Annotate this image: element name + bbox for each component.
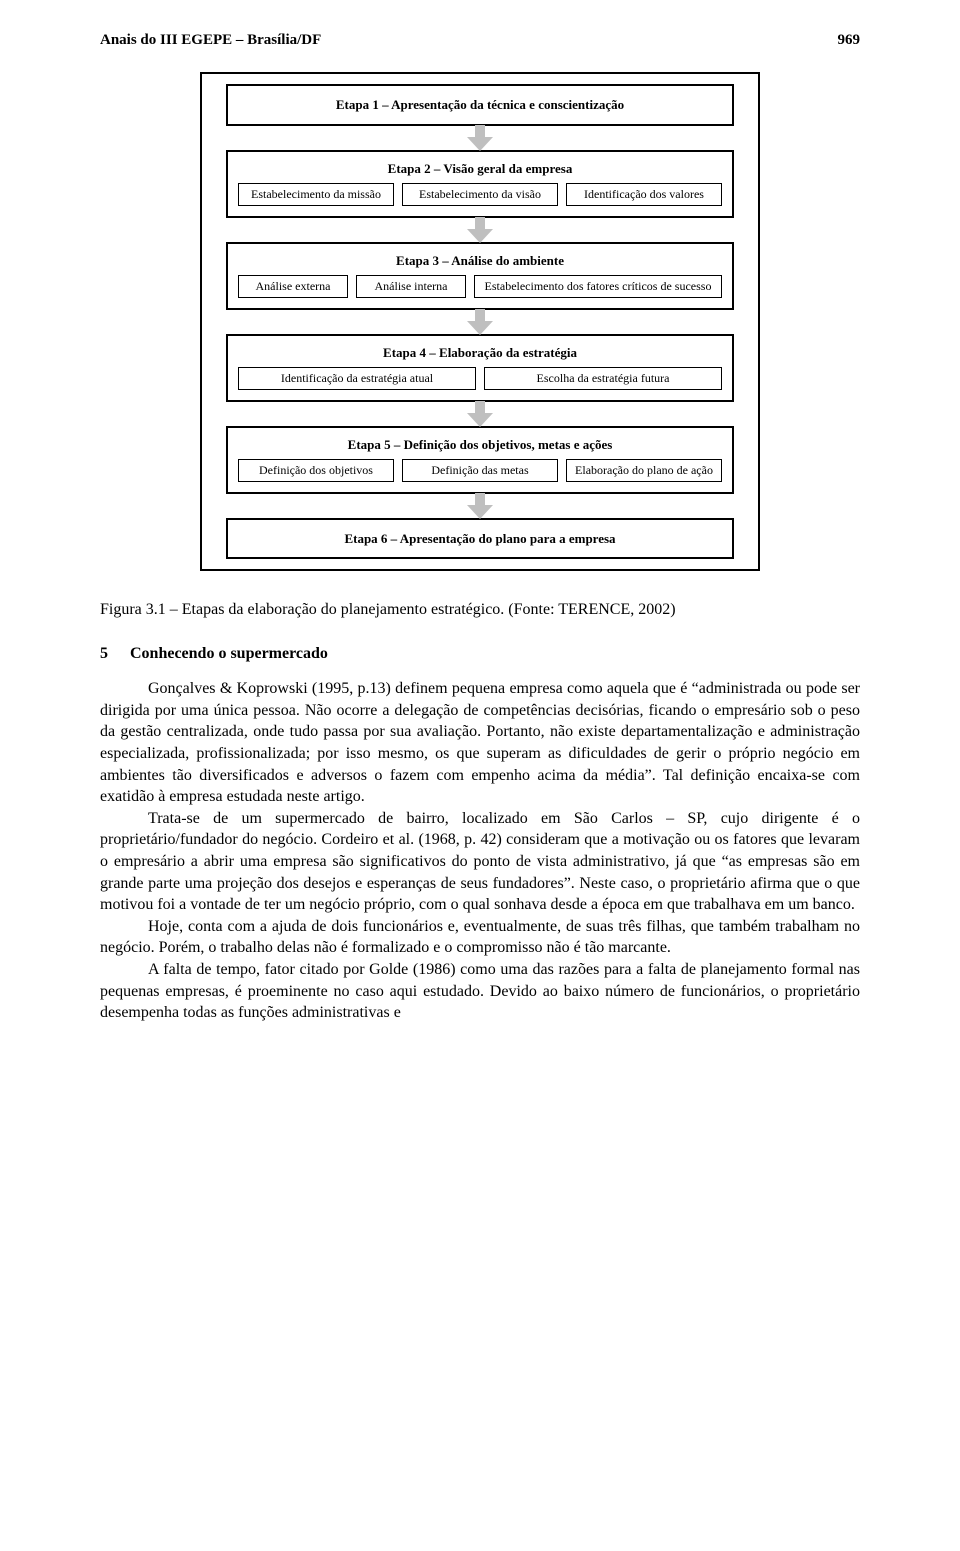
figure-caption: Figura 3.1 – Etapas da elaboração do pla…: [100, 599, 860, 621]
header-page-number: 969: [838, 30, 861, 50]
paragraph-1: Gonçalves & Koprowski (1995, p.13) defin…: [100, 678, 860, 808]
stage-2-title: Etapa 2 – Visão geral da empresa: [238, 160, 722, 178]
section-title: Conhecendo o supermercado: [130, 645, 328, 662]
arrow-icon: [226, 493, 734, 519]
flowchart-diagram: Etapa 1 – Apresentação da técnica e cons…: [200, 72, 760, 571]
stage-3-box-3: Estabelecimento dos fatores críticos de …: [474, 275, 722, 297]
section-number: 5: [100, 643, 130, 665]
stage-4: Etapa 4 – Elaboração da estratégia Ident…: [226, 334, 734, 402]
stage-6-title: Etapa 6 – Apresentação do plano para a e…: [238, 530, 722, 548]
stage-6: Etapa 6 – Apresentação do plano para a e…: [226, 518, 734, 560]
paragraph-3: Hoje, conta com a ajuda de dois funcioná…: [100, 916, 860, 959]
stage-3-box-1: Análise externa: [238, 275, 348, 297]
stage-5-title: Etapa 5 – Definição dos objetivos, metas…: [238, 436, 722, 454]
arrow-icon: [226, 401, 734, 427]
stage-5-box-3: Elaboração do plano de ação: [566, 459, 722, 481]
stage-1: Etapa 1 – Apresentação da técnica e cons…: [226, 84, 734, 126]
stage-2-box-1: Estabelecimento da missão: [238, 183, 394, 205]
stage-4-box-1: Identificação da estratégia atual: [238, 367, 476, 389]
stage-4-title: Etapa 4 – Elaboração da estratégia: [238, 344, 722, 362]
stage-2-box-2: Estabelecimento da visão: [402, 183, 558, 205]
stage-1-title: Etapa 1 – Apresentação da técnica e cons…: [238, 96, 722, 114]
paragraph-4: A falta de tempo, fator citado por Golde…: [100, 959, 860, 1024]
stage-2-box-3: Identificação dos valores: [566, 183, 722, 205]
stage-3-box-2: Análise interna: [356, 275, 466, 297]
stage-3-title: Etapa 3 – Análise do ambiente: [238, 252, 722, 270]
arrow-icon: [226, 125, 734, 151]
stage-5: Etapa 5 – Definição dos objetivos, metas…: [226, 426, 734, 494]
stage-4-box-2: Escolha da estratégia futura: [484, 367, 722, 389]
stage-2: Etapa 2 – Visão geral da empresa Estabel…: [226, 150, 734, 218]
arrow-icon: [226, 309, 734, 335]
header-left: Anais do III EGEPE – Brasília/DF: [100, 30, 321, 50]
stage-3: Etapa 3 – Análise do ambiente Análise ex…: [226, 242, 734, 310]
section-heading: 5Conhecendo o supermercado: [100, 643, 860, 665]
stage-5-box-1: Definição dos objetivos: [238, 459, 394, 481]
paragraph-2: Trata-se de um supermercado de bairro, l…: [100, 808, 860, 916]
page-header: Anais do III EGEPE – Brasília/DF 969: [100, 30, 860, 50]
stage-5-box-2: Definição das metas: [402, 459, 558, 481]
arrow-icon: [226, 217, 734, 243]
